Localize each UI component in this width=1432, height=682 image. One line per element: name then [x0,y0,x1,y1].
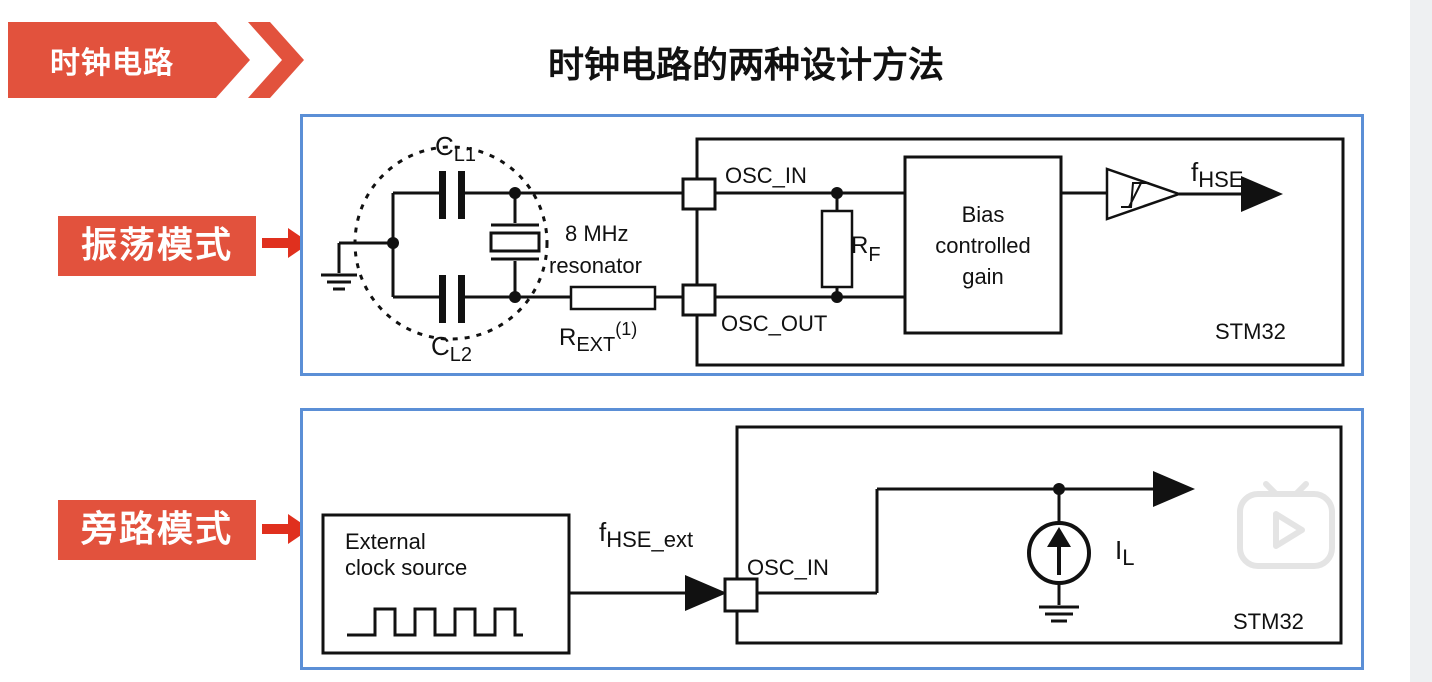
section-tag-label: 时钟电路 [50,46,174,81]
label-resonator: resonator [549,253,642,278]
osc-out-pin [681,283,717,317]
label-cl2: CL2 [431,331,472,366]
current-source-icon [1027,521,1091,585]
bias-gain-block [903,155,1063,335]
label-external: External [345,529,426,554]
rf-resistor [820,209,854,289]
capacitor-cl1-plate [458,171,465,219]
capacitor-cl2-plate [439,275,446,323]
label-osc-in: OSC_IN [747,555,829,580]
label-fhse: fHSE [1191,157,1243,192]
crystal-resonator [489,231,541,253]
capacitor-cl2-plate [458,275,465,323]
external-clock-source-block [321,513,571,655]
label-stm32: STM32 [1215,319,1286,344]
label-osc-in: OSC_IN [725,163,807,188]
osc-in-pin [723,577,759,613]
hysteresis-icon [1121,182,1149,208]
stm32-chip-outline [735,425,1343,645]
side-strip [1410,0,1432,682]
page-title: 时钟电路的两种设计方法 [547,45,944,86]
oscillator-diagram-panel: CL1 CL2 8 MHz resonator REXT(1) OSC_IN O… [300,114,1364,376]
label-freq: 8 MHz [565,221,629,246]
capacitor-cl1-plate [439,171,446,219]
label-rext: REXT(1) [559,319,637,356]
play-icon[interactable] [1236,478,1336,570]
label-clock-source: clock source [345,555,467,580]
schmitt-buffer [1105,167,1183,221]
label-il: IL [1115,535,1134,570]
bypass-circuit: External clock source fHSE_ext OSC_IN IL… [321,425,1343,655]
mode-label-oscillator: 振荡模式 [58,216,256,276]
label-osc-out: OSC_OUT [721,311,827,336]
osc-in-pin [681,177,717,211]
mode-label-bypass: 旁路模式 [58,500,256,560]
red-arrow-icon [262,228,310,258]
label-stm32: STM32 [1233,609,1304,634]
red-arrow-icon [262,514,310,544]
stm32-chip-outline [695,137,1345,367]
junction-node [387,237,399,249]
label-gain: gain [962,264,1004,289]
label-fhse-ext: fHSE_ext [599,517,693,552]
ground-icon [1039,605,1079,623]
label-controlled: controlled [935,233,1030,258]
label-bias: Bias [962,202,1005,227]
rext-resistor [569,285,657,311]
bypass-diagram-panel: External clock source fHSE_ext OSC_IN IL… [300,408,1364,670]
label-rf: RF [851,232,881,266]
section-tag [8,22,304,98]
label-cl1: CL1 [435,131,476,166]
square-wave-icon [347,607,523,637]
oscillator-circuit: CL1 CL2 8 MHz resonator REXT(1) OSC_IN O… [321,131,1345,367]
ground-icon [321,241,393,291]
